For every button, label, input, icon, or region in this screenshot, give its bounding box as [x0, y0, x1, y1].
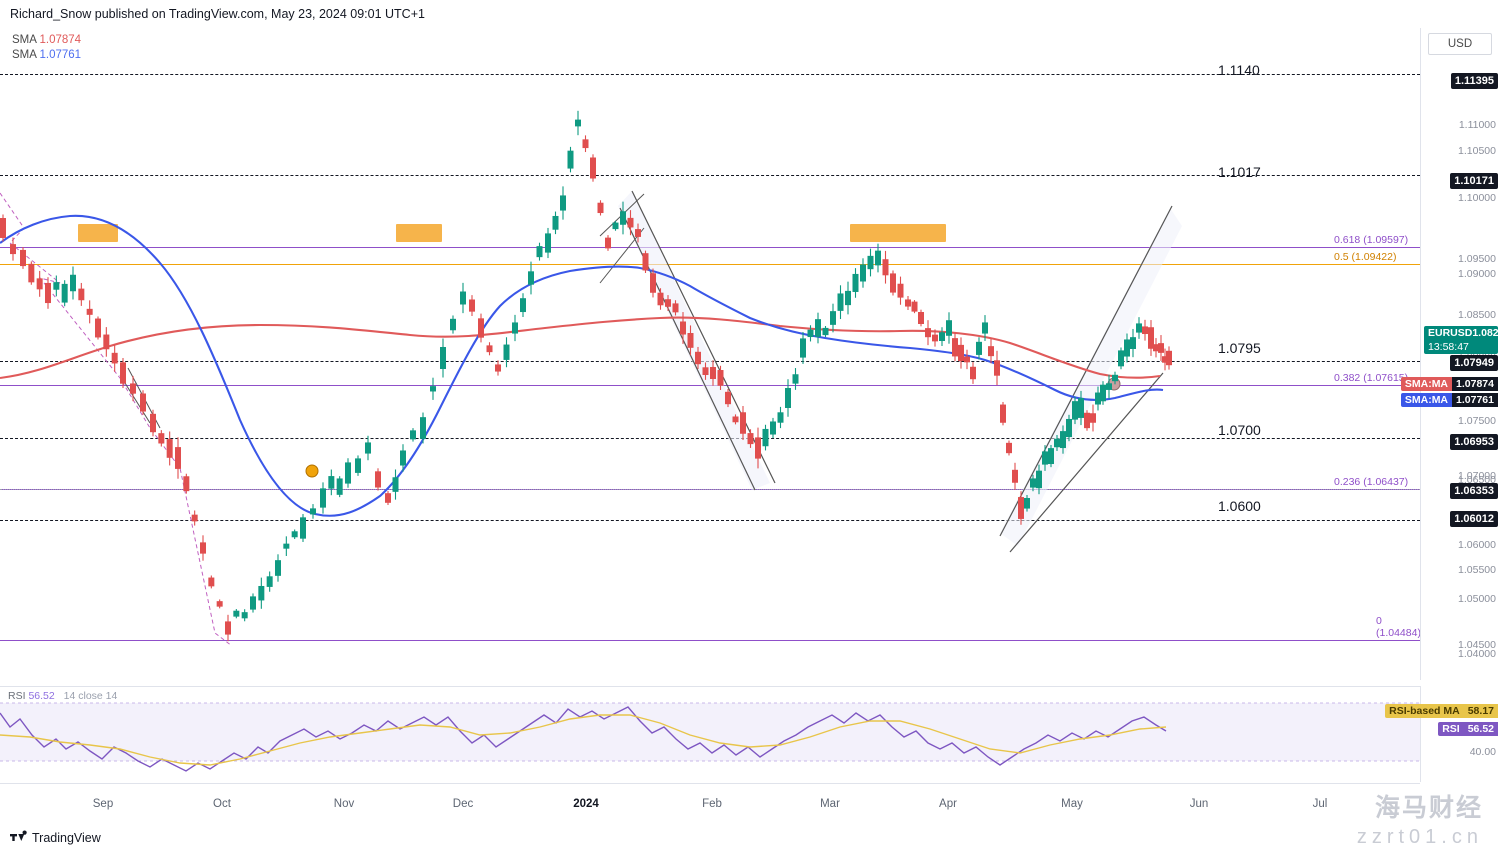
watermark-en: zzrt01.cn — [1356, 826, 1483, 848]
rsi-tick-40: 40.00 — [1469, 746, 1496, 758]
time-label-mar: Mar — [820, 798, 840, 810]
currency-selector[interactable]: USD — [1428, 33, 1492, 55]
supply-zone-1 — [78, 224, 118, 242]
level-line-11140 — [0, 74, 1420, 75]
rsi-ma-tag-value: 58.17 — [1463, 704, 1498, 718]
price-badge-11017: 1.10171 — [1450, 173, 1498, 189]
price-badge-10635: 1.06353 — [1450, 483, 1498, 499]
time-label-oct: Oct — [213, 798, 231, 810]
time-label-jun: Jun — [1189, 798, 1209, 810]
tick-12: 1.06000 — [1458, 539, 1496, 551]
sma2-label: SMA — [12, 49, 37, 61]
level-label-10700: 1.0700 — [1218, 422, 1261, 438]
time-label-2024: 2024 — [573, 798, 599, 810]
rsi-ma-tag: RSI-based MA 58.17 — [1385, 704, 1498, 718]
rsi-tag-name: RSI — [1442, 723, 1460, 735]
tick-7: 1.08500 — [1458, 309, 1496, 321]
tradingview-logo-icon — [10, 830, 27, 845]
time-label-may: May — [1061, 798, 1083, 810]
tradingview-brand: TradingView — [32, 830, 101, 845]
rsi-plot — [0, 702, 1420, 772]
fib-label-05: 0.5 (1.09422) — [1334, 251, 1397, 263]
level-label-11140: 1.1140 — [1218, 62, 1260, 78]
price-badge-10601: 1.06012 — [1450, 511, 1498, 527]
tick-6: 1.09000 — [1458, 268, 1496, 280]
rsi-ma-tag-name: RSI-based MA — [1389, 705, 1460, 717]
candlestick-series — [0, 110, 1182, 647]
rsi-tag-value: 56.52 — [1463, 722, 1498, 736]
fib-label-0236: 0.236 (1.06437) — [1334, 476, 1409, 488]
level-label-11017: 1.1017 — [1218, 164, 1261, 180]
supply-zone-2 — [396, 224, 442, 242]
publisher-byline: Richard_Snow published on TradingView.co… — [10, 7, 425, 21]
fib-label-0382: 0.382 (1.07615) — [1334, 372, 1409, 384]
rsi-tag: RSI 56.52 — [1438, 722, 1498, 736]
sma2-value: 1.07761 — [39, 49, 82, 61]
tick-5: 1.09500 — [1458, 253, 1496, 265]
sma-tag-2: SMA:MA 1.07761 — [1400, 393, 1498, 407]
quote-symbol: EURUSD — [1428, 327, 1473, 339]
time-label-dec: Dec — [452, 798, 474, 810]
sma-tag-1: SMA:MA 1.07874 — [1400, 377, 1498, 391]
quote-badge-bottom: 13:58:47 — [1424, 340, 1498, 354]
price-scale[interactable]: 1.11500 1.11000 1.10500 1.10000 1.09500 … — [1400, 28, 1499, 680]
rsi-legend[interactable]: RSI 56.52 14 close 14 — [8, 690, 117, 702]
time-axis[interactable]: Sep Oct Nov Dec 2024 Feb Mar Apr May Jun… — [0, 782, 1420, 816]
sma1-label: SMA — [12, 34, 37, 46]
time-label-feb: Feb — [702, 798, 722, 810]
tick-13: 1.05500 — [1458, 564, 1496, 576]
price-badge-11395: 1.11395 — [1450, 73, 1498, 89]
rsi-legend-label: RSI — [8, 690, 26, 702]
time-label-sep: Sep — [92, 798, 114, 810]
indicator-legend: SMA 1.07874 SMA 1.07761 — [12, 33, 81, 63]
fib-line-0618 — [0, 247, 1420, 248]
tick-2: 1.11000 — [1458, 119, 1496, 131]
price-badge-10695: 1.06953 — [1450, 434, 1498, 450]
supply-zone-3 — [850, 224, 946, 242]
legend-row-sma1[interactable]: SMA 1.07874 — [12, 33, 81, 48]
fib-line-05 — [0, 264, 1420, 265]
tick-14: 1.05000 — [1458, 593, 1496, 605]
level-label-10795: 1.0795 — [1218, 340, 1261, 356]
quote-badge[interactable]: EURUSD 1.08296 13:58:47 — [1424, 326, 1498, 354]
rsi-pane[interactable] — [0, 686, 1420, 784]
tick-4: 1.10000 — [1458, 192, 1496, 204]
watermark: 海马财经 zzrt01.cn — [1357, 788, 1483, 849]
tick-16: 1.04000 — [1458, 648, 1496, 660]
tick-9: 1.07500 — [1458, 415, 1496, 427]
level-line-11017 — [0, 175, 1420, 176]
fib-dotted-low — [0, 489, 1420, 490]
fib-label-0618: 0.618 (1.09597) — [1334, 234, 1409, 246]
level-line-10700 — [0, 438, 1420, 439]
level-label-10600: 1.0600 — [1218, 498, 1261, 514]
fib-line-0 — [0, 640, 1420, 641]
sma1-value: 1.07874 — [39, 34, 82, 46]
quote-time: 13:58:47 — [1428, 341, 1469, 353]
tick-10: 1.07000 — [1458, 470, 1496, 482]
legend-row-sma2[interactable]: SMA 1.07761 — [12, 48, 81, 63]
sma-tag-2-name: SMA:MA — [1404, 394, 1449, 406]
tick-15: 1.04500 — [1458, 639, 1496, 651]
fib-label-0: 0 (1.04484) — [1376, 615, 1420, 639]
quote-price: 1.08296 — [1472, 327, 1498, 339]
rsi-legend-params: 14 close 14 — [63, 690, 118, 702]
sma-tag-1-name: SMA:MA — [1404, 378, 1449, 390]
tick-3: 1.10500 — [1458, 145, 1496, 157]
time-label-apr: Apr — [939, 798, 957, 810]
rsi-legend-value: 56.52 — [28, 690, 55, 702]
watermark-cn: 海马财经 — [1374, 794, 1483, 822]
price-plot[interactable]: 0.618 (1.09597) 0.5 (1.09422) 0.382 (1.0… — [0, 28, 1420, 680]
tradingview-footer[interactable]: TradingView — [10, 830, 101, 845]
level-line-10600 — [0, 520, 1420, 521]
quote-badge-top: EURUSD 1.08296 — [1424, 326, 1498, 340]
time-label-jul: Jul — [1312, 798, 1328, 810]
rsi-scale[interactable]: 40.00 RSI-based MA 58.17 RSI 56.52 — [1385, 686, 1499, 782]
time-label-nov: Nov — [333, 798, 355, 810]
price-badge-10794: 1.07949 — [1450, 355, 1498, 371]
sma-tag-1-value: 1.07874 — [1452, 377, 1498, 391]
sma-tag-2-value: 1.07761 — [1452, 393, 1498, 407]
